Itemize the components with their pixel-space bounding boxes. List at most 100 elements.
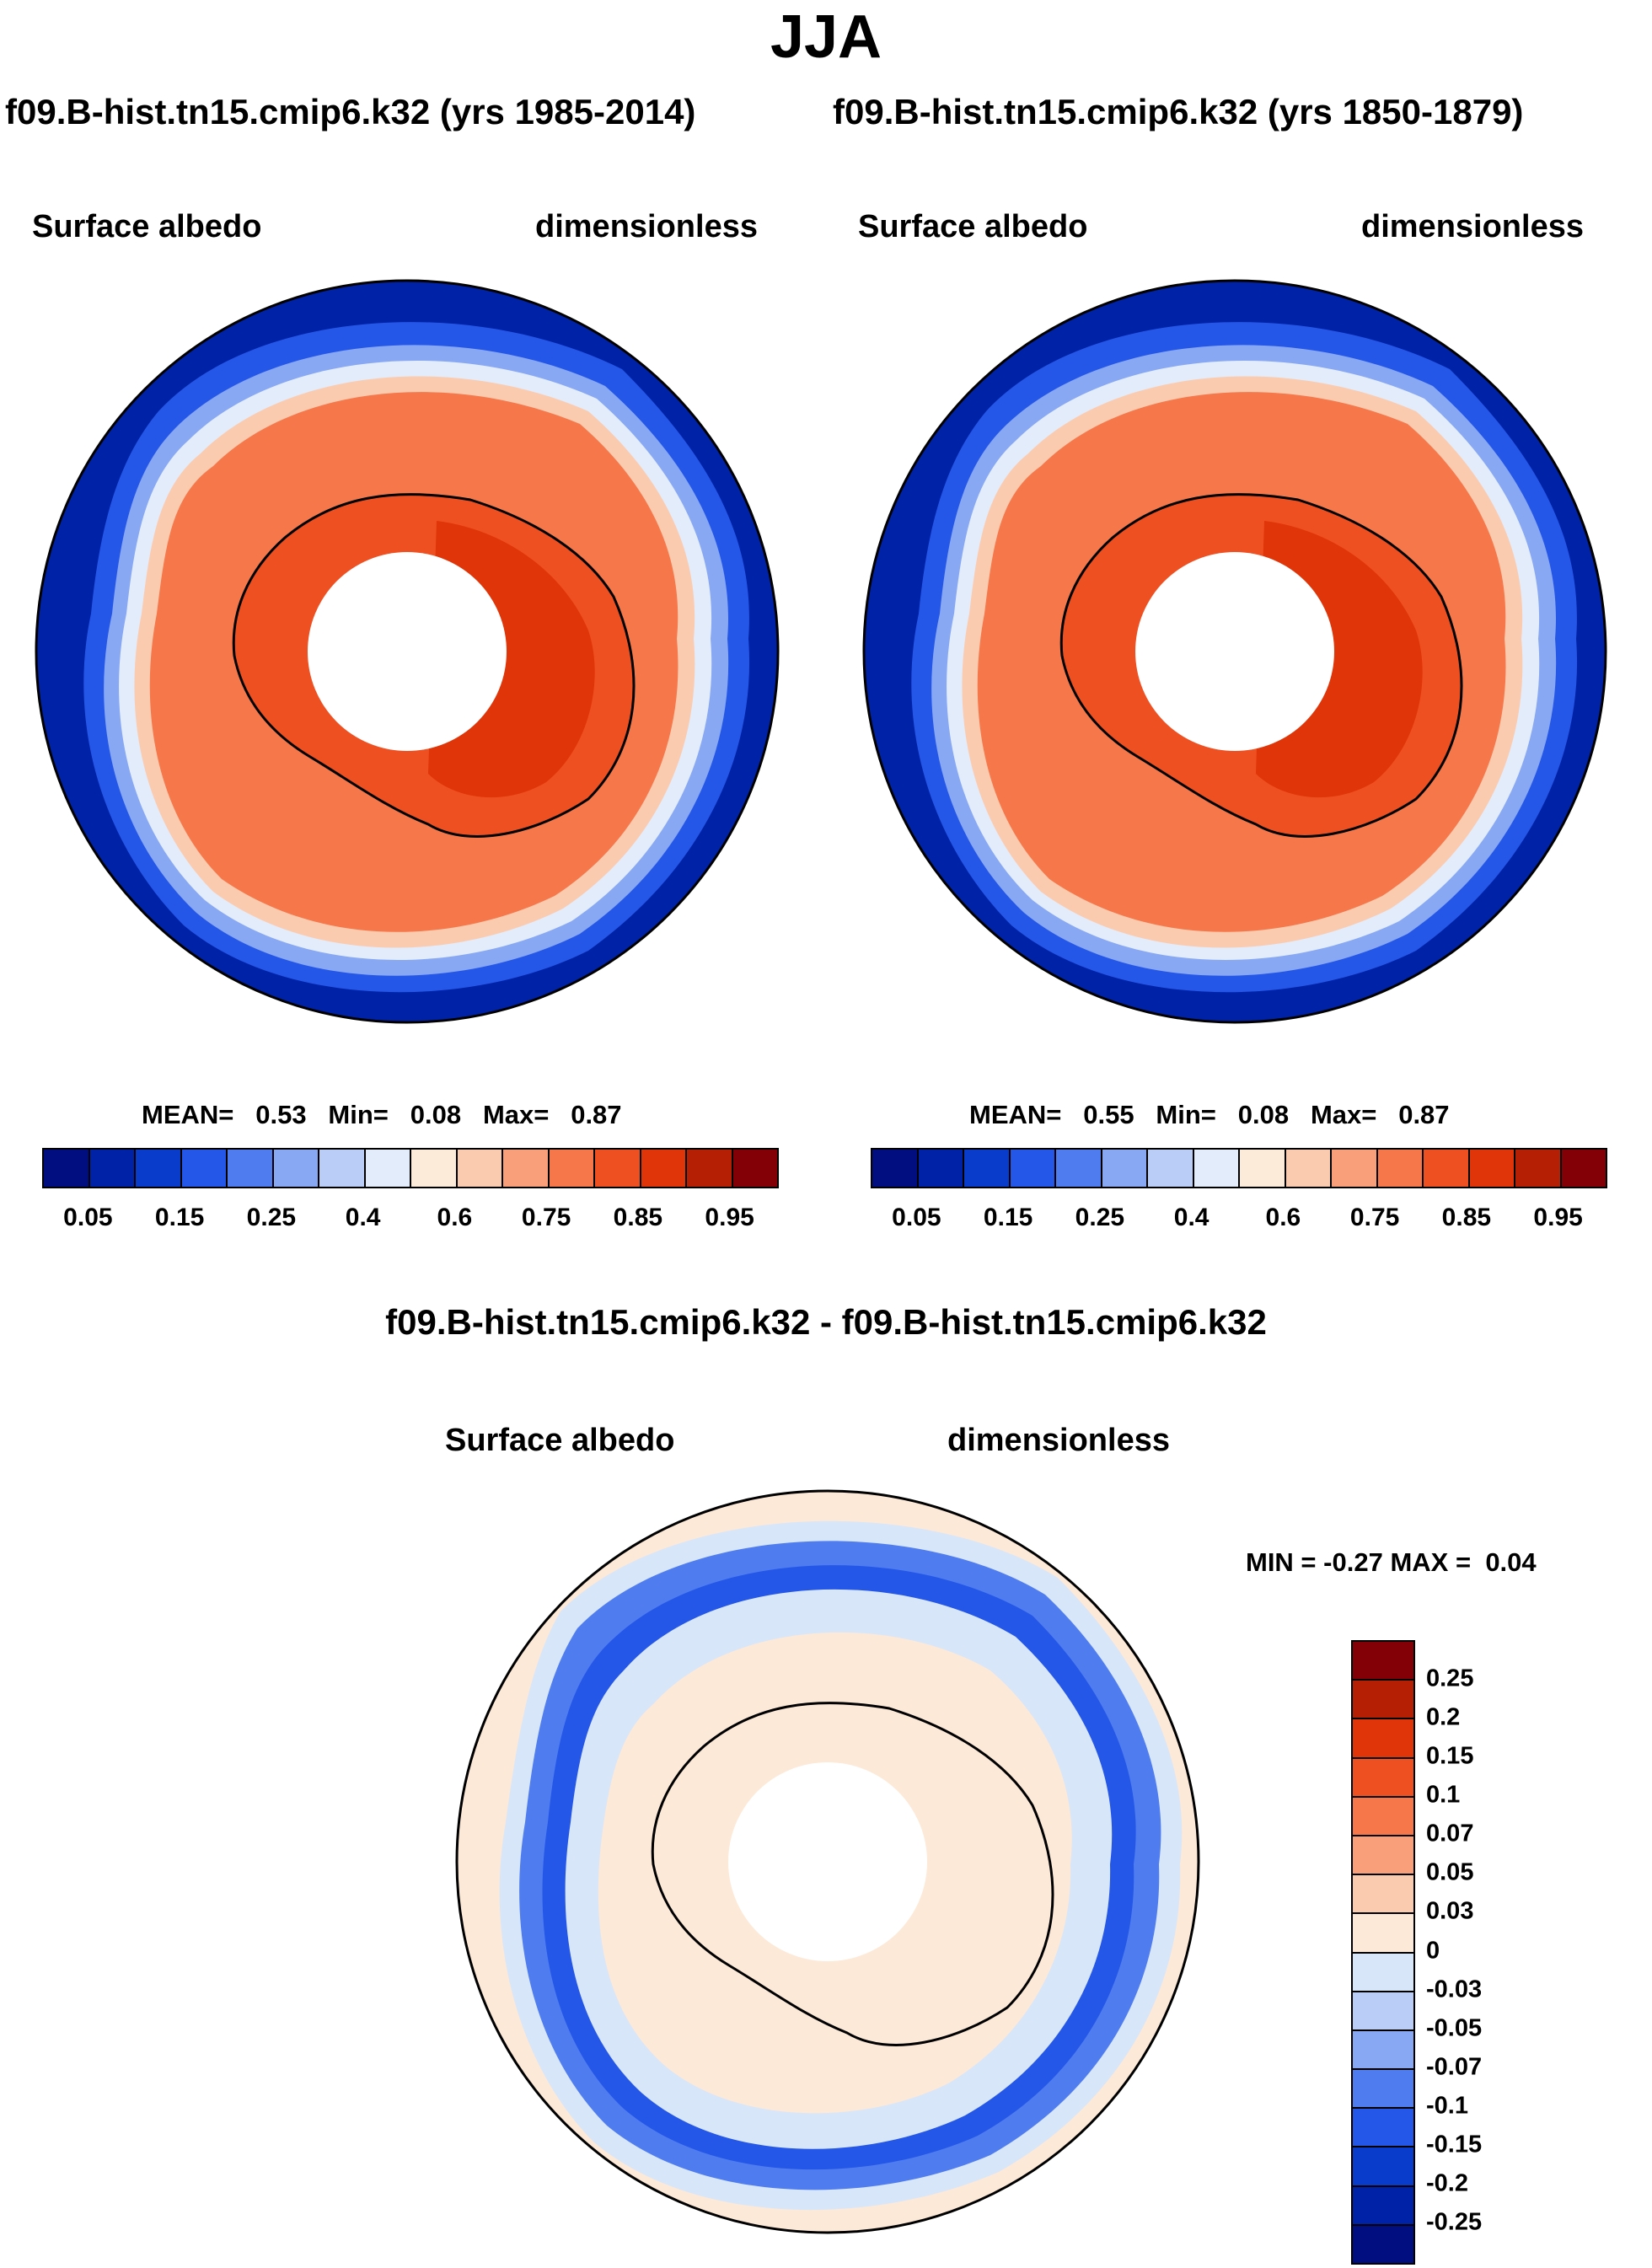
diff-colorbar-swatch [1353, 1681, 1413, 1720]
panel2-colorbar-tick-label: 0.75 [1349, 1204, 1400, 1231]
diff-colorbar-tick-label: 0 [1426, 1937, 1440, 1964]
diff-max-label: MAX = [1390, 1547, 1472, 1577]
panel2-colorbar-swatch [1010, 1150, 1056, 1187]
panel1-polar-map [35, 279, 780, 1024]
panel1-colorbar-swatch [549, 1150, 595, 1187]
panel1-colorbar-swatch [228, 1150, 274, 1187]
panel2-colorbar-swatch [918, 1150, 964, 1187]
diff-min-label: MIN = [1246, 1547, 1317, 1577]
map-border [455, 1489, 1200, 2234]
diff-polar-map [455, 1489, 1200, 2234]
panel1-colorbar-swatch [89, 1150, 136, 1187]
panel2-colorbar-swatch [1102, 1150, 1148, 1187]
panel1-colorbar-tick-label: 0.25 [246, 1204, 297, 1231]
diff-colorbar-swatch [1353, 1797, 1413, 1836]
diff-colorbar-tick-label: -0.05 [1426, 2014, 1483, 2042]
panel2-colorbar-swatch [1469, 1150, 1515, 1187]
diff-colorbar-swatch [1353, 1875, 1413, 1915]
panel1-colorbar-swatch [687, 1150, 733, 1187]
panel1-colorbar-tick-label: 0.6 [437, 1204, 473, 1231]
panel1-colorbar-swatch [503, 1150, 550, 1187]
panel2-colorbar-swatch [1193, 1150, 1240, 1187]
diff-colorbar-swatch [1353, 1642, 1413, 1681]
panel2-colorbar-swatch [1515, 1150, 1562, 1187]
diff-colorbar-swatch [1353, 2030, 1413, 2071]
diff-units-label: dimensionless [947, 1423, 1170, 1458]
panel2-max-value: 0.87 [1398, 1100, 1450, 1129]
panel1-colorbar-swatch [641, 1150, 687, 1187]
panel2-colorbar-swatch [1240, 1150, 1286, 1187]
diff-colorbar-swatch [1353, 1758, 1413, 1798]
panel2-colorbar-swatch [1332, 1150, 1378, 1187]
panel2-colorbar-swatch [872, 1150, 919, 1187]
diff-colorbar-tick-label: -0.25 [1426, 2208, 1483, 2236]
panel1-colorbar-tick-label: 0.15 [154, 1204, 205, 1231]
diff-colorbar-tick-label: 0.1 [1426, 1781, 1461, 1809]
map-border [35, 279, 780, 1024]
panel2-colorbar-tick-label: 0.05 [892, 1204, 941, 1231]
panel2-stats: MEAN= 0.55 Min= 0.08 Max= 0.87 [969, 1102, 1450, 1128]
diff-variable-label: Surface albedo [445, 1423, 675, 1458]
panel2-colorbar-swatch [1561, 1150, 1606, 1187]
panel1-colorbar-tick-label: 0.4 [345, 1204, 381, 1231]
panel2-min-label: Min= [1156, 1100, 1216, 1129]
diff-colorbar-tick-label: -0.07 [1426, 2053, 1483, 2081]
panel2-colorbar [871, 1148, 1607, 1188]
diff-colorbar-swatch [1353, 1992, 1413, 2031]
panel2-colorbar-tick-label: 0.4 [1173, 1204, 1210, 1231]
panel1-variable-label: Surface albedo [32, 209, 262, 244]
panel1-colorbar-swatch [457, 1150, 503, 1187]
map-border [862, 279, 1607, 1024]
panel1-units-label: dimensionless [535, 209, 758, 244]
panel2-colorbar-tick-label: 0.25 [1075, 1204, 1125, 1231]
panel2-colorbar-swatch [964, 1150, 1011, 1187]
diff-colorbar-tick-label: 0.03 [1426, 1897, 1474, 1925]
coastline [651, 1702, 1054, 2046]
diff-colorbar-tick-label: 0.05 [1426, 1858, 1474, 1886]
panel2-colorbar-tick-label: 0.85 [1441, 1204, 1492, 1231]
panel1-colorbar-tick-label: 0.05 [63, 1204, 113, 1231]
panel1-colorbar-tick-label: 0.85 [613, 1204, 663, 1231]
panel2-max-label: Max= [1310, 1100, 1377, 1129]
panel2-polar-map [862, 279, 1607, 1024]
diff-max-value: 0.04 [1485, 1547, 1537, 1577]
panel1-subtitle: f09.B-hist.tn15.cmip6.k32 (yrs 1985-2014… [5, 92, 696, 131]
panel2-variable-label: Surface albedo [858, 209, 1088, 244]
diff-colorbar-swatch [1353, 2225, 1413, 2263]
diff-stats: MIN = -0.27 MAX = 0.04 [1246, 1549, 1537, 1575]
polar-hole [1135, 552, 1334, 751]
panel1-colorbar-tick-label: 0.95 [705, 1204, 754, 1231]
diff-colorbar-tick-label: 0.15 [1426, 1742, 1474, 1770]
panel1-stats: MEAN= 0.53 Min= 0.08 Max= 0.87 [142, 1102, 622, 1128]
panel1-colorbar-tick-label: 0.75 [521, 1204, 571, 1231]
panel1-colorbar-swatch [181, 1150, 228, 1187]
diff-colorbar-swatch [1353, 2070, 1413, 2110]
panel2-colorbar-tick-label: 0.6 [1265, 1204, 1301, 1231]
panel2-mean-label: MEAN= [969, 1100, 1062, 1129]
panel2-colorbar-swatch [1285, 1150, 1332, 1187]
polar-hole [308, 552, 507, 751]
diff-colorbar-tick-label: 0.07 [1426, 1820, 1474, 1847]
panel2-min-value: 0.08 [1237, 1100, 1290, 1129]
panel2-subtitle: f09.B-hist.tn15.cmip6.k32 (yrs 1850-1879… [833, 92, 1524, 131]
panel2-colorbar-swatch [1148, 1150, 1194, 1187]
panel1-colorbar-swatch [273, 1150, 319, 1187]
diff-panel-title: f09.B-hist.tn15.cmip6.k32 - f09.B-hist.t… [385, 1302, 1267, 1342]
panel1-colorbar-swatch [44, 1150, 90, 1187]
panel1-colorbar-swatch [732, 1150, 777, 1187]
diff-colorbar-swatch [1353, 1953, 1413, 1992]
panel1-colorbar-swatch [365, 1150, 411, 1187]
diff-colorbar-tick-label: -0.15 [1426, 2131, 1483, 2158]
panel1-mean-label: MEAN= [142, 1100, 234, 1129]
panel2-colorbar-swatch [1424, 1150, 1470, 1187]
diff-colorbar-swatch [1353, 1836, 1413, 1876]
coastline [1059, 493, 1463, 838]
panel1-min-label: Min= [328, 1100, 389, 1129]
figure-title: JJA [770, 3, 882, 71]
diff-colorbar-swatch [1353, 2147, 1413, 2187]
panel1-colorbar-swatch [595, 1150, 641, 1187]
panel1-colorbar-swatch [319, 1150, 366, 1187]
panel1-colorbar-swatch [411, 1150, 458, 1187]
diff-colorbar-swatch [1353, 2109, 1413, 2148]
diff-min-value: -0.27 [1323, 1547, 1383, 1577]
